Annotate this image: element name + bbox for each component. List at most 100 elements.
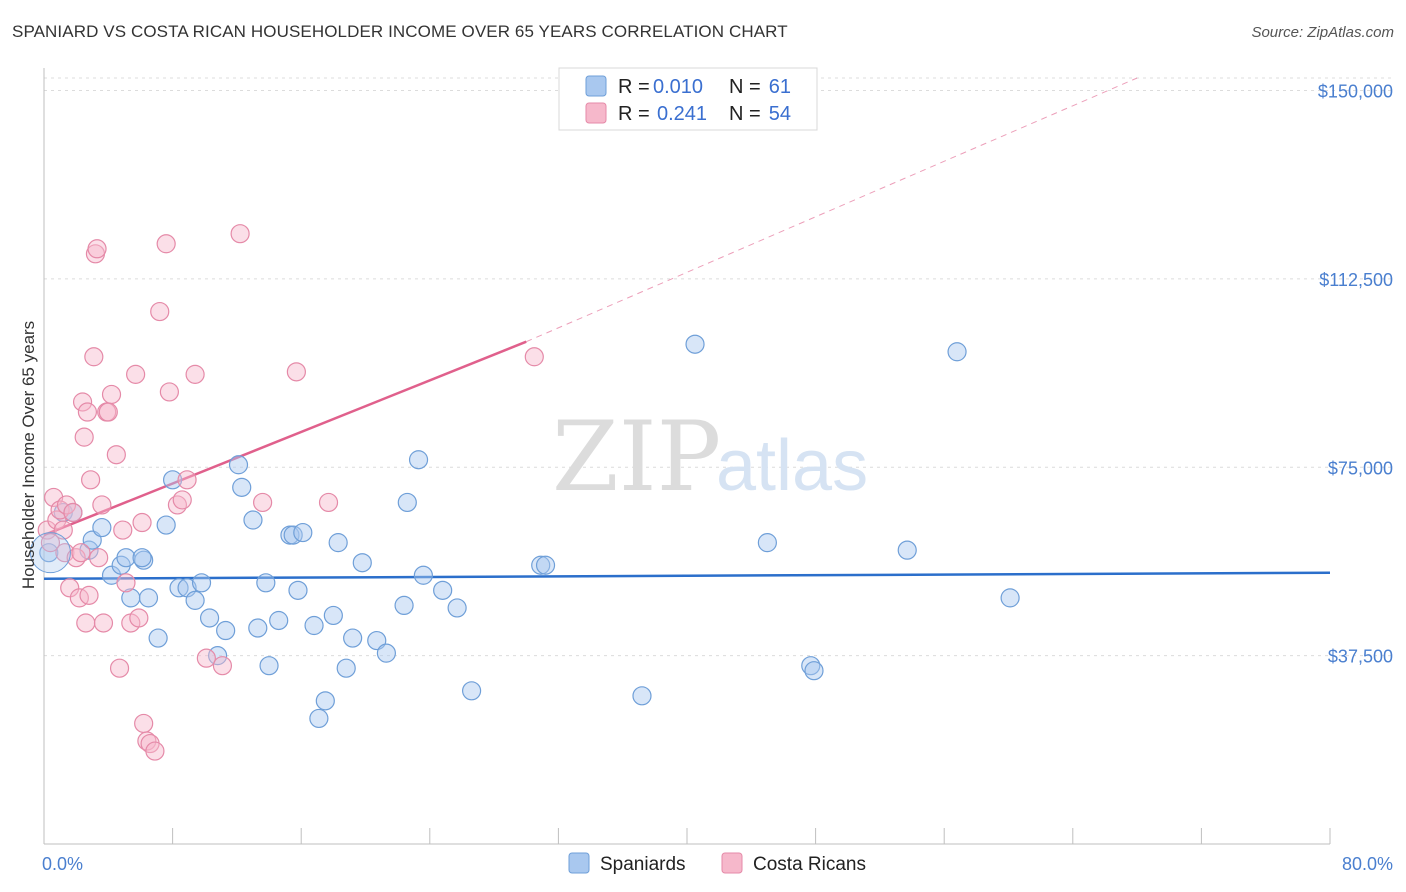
y-tick-labels: $37,500 $75,000 $112,500 $150,000 — [1318, 82, 1393, 667]
point-costa-ricans — [87, 239, 107, 259]
point-costa-ricans — [113, 520, 133, 540]
legend: R = 0.010 N = 61 R = 0.241 N = 54 — [558, 67, 818, 131]
point-spaniards — [632, 686, 652, 706]
point-spaniards — [801, 656, 821, 676]
point-spaniards — [685, 334, 705, 354]
point-spaniards — [269, 610, 289, 631]
point-spaniards — [897, 540, 917, 560]
point-spaniards — [323, 605, 343, 626]
point-spaniards — [132, 548, 152, 568]
point-costa-ricans — [137, 731, 157, 751]
watermark-zip: ZIP — [552, 401, 721, 513]
point-spaniards — [208, 646, 228, 666]
y-tick-label: $112,500 — [1319, 270, 1393, 290]
point-spaniards — [309, 708, 329, 729]
point-costa-ricans — [101, 384, 122, 405]
point-costa-ricans — [109, 658, 130, 678]
trend-line-costa-ricans — [526, 77, 1138, 343]
y-tick-label: $75,000 — [1328, 458, 1393, 478]
point-costa-ricans — [106, 445, 126, 465]
point-costa-ricans — [318, 492, 339, 513]
legend-swatch-costa-ricans — [585, 102, 607, 124]
bottom-legend-swatch-costa-ricans — [721, 852, 743, 874]
point-spaniards — [148, 628, 168, 648]
point-spaniards — [413, 565, 433, 585]
point-spaniards — [947, 342, 967, 362]
point-costa-ricans — [159, 382, 179, 402]
x-tick-label: 0.0% — [42, 854, 83, 874]
point-spaniards — [191, 573, 212, 593]
point-costa-ricans — [129, 608, 149, 628]
point-costa-ricans — [177, 470, 197, 490]
point-costa-ricans — [212, 656, 233, 676]
legend-n-label-1: N = — [729, 76, 761, 98]
point-spaniards — [447, 598, 467, 618]
watermark-atlas: atlas — [716, 426, 868, 506]
bottom-legend-spaniards: Spaniards — [600, 854, 686, 875]
point-costa-ricans — [524, 347, 544, 367]
point-costa-ricans — [230, 224, 250, 244]
chart-title: SPANIARD VS COSTA RICAN HOUSEHOLDER INCO… — [12, 22, 788, 41]
point-spaniards — [757, 533, 777, 553]
point-spaniards — [199, 608, 220, 628]
point-spaniards — [39, 543, 59, 563]
point-spaniards — [343, 628, 363, 648]
point-costa-ricans — [92, 495, 112, 515]
point-spaniards — [804, 661, 824, 681]
point-costa-ricans — [98, 402, 118, 422]
y-tick-label: $150,000 — [1318, 82, 1393, 102]
point-spaniards — [232, 477, 252, 497]
legend-r-label-1: R = — [618, 76, 650, 98]
point-costa-ricans — [126, 364, 146, 384]
point-costa-ricans — [196, 648, 216, 668]
x-tick-label: 80.0% — [1342, 854, 1393, 874]
point-spaniards — [408, 450, 429, 470]
y-tick-label: $37,500 — [1328, 647, 1393, 667]
axes — [43, 68, 1331, 845]
point-spaniards — [352, 553, 372, 573]
point-costa-ricans — [56, 495, 77, 515]
point-spaniards — [92, 517, 112, 538]
point-spaniards — [288, 580, 308, 600]
point-costa-ricans — [93, 613, 114, 633]
point-costa-ricans — [134, 713, 154, 734]
point-spaniards — [376, 643, 396, 663]
point-costa-ricans — [156, 234, 176, 254]
point-costa-ricans — [132, 512, 152, 533]
point-costa-ricans — [89, 548, 109, 568]
legend-r-value-2: 0.241 — [657, 103, 707, 125]
point-spaniards — [1000, 588, 1020, 608]
legend-n-label-2: N = — [729, 103, 761, 125]
point-costa-ricans — [150, 301, 170, 322]
point-spaniards — [336, 658, 356, 678]
point-costa-ricans — [84, 347, 104, 367]
point-spaniards — [315, 691, 335, 711]
point-spaniards — [243, 510, 263, 530]
trend-line-spaniards — [43, 571, 1331, 581]
legend-n-value-1: 61 — [769, 76, 791, 98]
bottom-legend: Spaniards Costa Ricans — [568, 852, 866, 875]
point-costa-ricans — [40, 533, 61, 553]
point-spaniards — [116, 548, 136, 568]
point-costa-ricans — [76, 613, 96, 633]
point-spaniards — [156, 515, 176, 535]
source-label: Source: ZipAtlas.com — [1251, 24, 1394, 41]
point-spaniards — [256, 573, 276, 593]
point-costa-ricans — [253, 492, 273, 513]
legend-n-value-2: 54 — [769, 103, 791, 125]
point-spaniards — [216, 620, 236, 641]
grid-lines — [44, 77, 1395, 657]
point-spaniards — [185, 590, 205, 610]
trend-line-costa-ricans — [43, 340, 527, 537]
point-costa-ricans — [74, 427, 94, 447]
bottom-legend-swatch-spaniards — [568, 852, 590, 874]
legend-r-label-2: R = — [618, 103, 650, 125]
point-spaniards — [461, 681, 482, 701]
bottom-legend-costa-ricans: Costa Ricans — [753, 854, 866, 875]
y-axis-label: Householder Income Over 65 years — [19, 321, 38, 589]
point-spaniards — [293, 522, 313, 543]
legend-r-value-1: 0.010 — [653, 76, 703, 98]
point-costa-ricans — [145, 741, 165, 761]
x-tick-labels: 0.0% 80.0% — [42, 854, 1393, 874]
point-spaniards — [228, 455, 249, 475]
